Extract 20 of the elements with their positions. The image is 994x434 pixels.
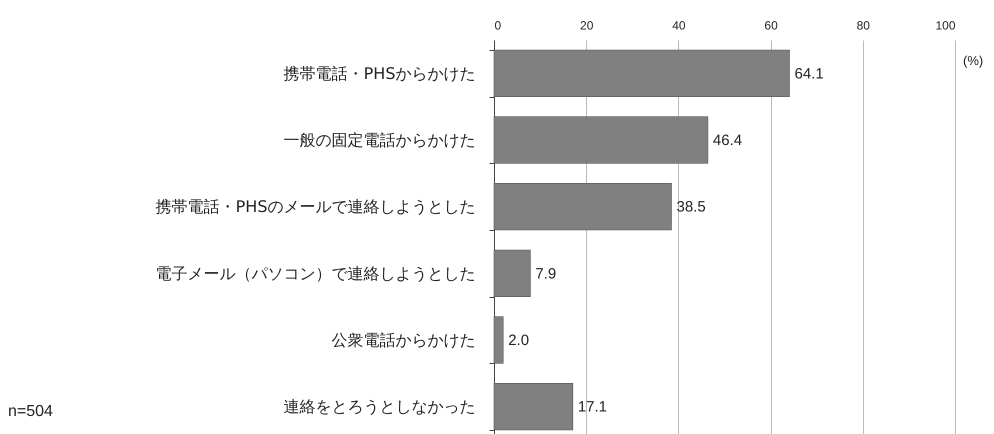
x-tick-label: 60 — [764, 18, 778, 32]
data-label: 2.0 — [508, 332, 530, 349]
y-tick-label: 電子メール（パソコン）で連絡しようとした — [156, 264, 476, 283]
y-tick-label: 携帯電話・PHSのメールで連絡しようとした — [156, 197, 476, 216]
x-tick-label: 80 — [856, 18, 870, 32]
data-label: 46.4 — [712, 132, 742, 149]
data-label: 17.1 — [578, 398, 608, 416]
data-label: 7.9 — [535, 265, 556, 282]
y-tick-label: 携帯電話・PHSからかけた — [284, 64, 476, 83]
x-tick-label: 100 — [935, 18, 956, 32]
x-tick-label: 40 — [672, 18, 686, 32]
x-tick-label: 0 — [494, 18, 502, 32]
data-label: 64.1 — [794, 65, 824, 82]
text: (%) — [963, 53, 984, 68]
y-tick-label: 連絡をとろうとしなかった — [284, 397, 476, 416]
data-label: 38.5 — [676, 198, 706, 216]
x-tick-label: 20 — [580, 18, 594, 32]
y-tick-label: 一般の固定電話からかけた — [284, 130, 476, 150]
y-tick-label: 公衆電話からかけた — [332, 330, 476, 350]
text: n=504 — [8, 403, 53, 421]
